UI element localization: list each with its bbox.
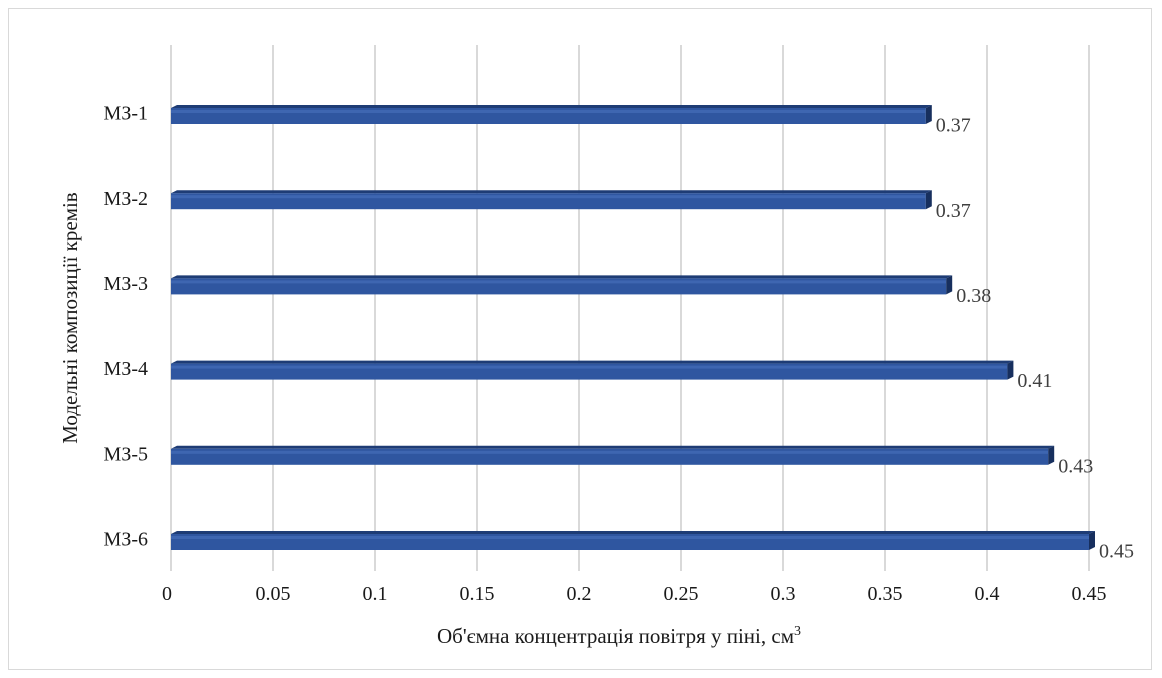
data-label-4: 0.41 [1017, 370, 1052, 392]
x-tick-label-5: 0.25 [664, 583, 699, 605]
bar-highlight [171, 450, 1049, 454]
bars [171, 105, 1095, 550]
y-axis-title: Модельні композиції кремів [58, 192, 82, 444]
category-label-5: МЗ-5 [104, 443, 148, 465]
x-axis-title: Об'ємна концентрація повітря у піні, см3 [437, 624, 801, 648]
bar-6 [171, 531, 1095, 550]
category-label-1: МЗ-1 [104, 103, 148, 125]
category-label-4: МЗ-4 [104, 358, 148, 380]
bar-side-face [946, 275, 953, 295]
bar-highlight [171, 280, 947, 284]
bar-highlight [171, 365, 1008, 369]
bar-side-face [1089, 531, 1095, 550]
x-tick-label-9: 0.45 [1072, 583, 1107, 605]
bar-1 [171, 105, 932, 124]
bar-top-face [171, 190, 932, 194]
bar-side-face [1007, 360, 1014, 380]
x-tick-label-8: 0.4 [975, 583, 1000, 605]
x-tick-label-0: 0 [162, 583, 172, 605]
x-tick-label-2: 0.1 [363, 583, 388, 605]
bar-4 [171, 360, 1014, 380]
category-label-2: МЗ-2 [104, 188, 148, 210]
bar-top-face [171, 445, 1055, 449]
x-tick-label-6: 0.3 [771, 583, 796, 605]
category-labels: МЗ-1 МЗ-2 МЗ-3 МЗ-4 МЗ-5 МЗ-6 [104, 103, 148, 551]
x-axis-title-text: Об'ємна концентрація повітря у піні, см [437, 624, 794, 648]
bar-3 [171, 275, 953, 295]
data-label-6: 0.45 [1099, 541, 1134, 563]
bar-top-face [171, 105, 932, 108]
x-tick-label-3: 0.15 [460, 583, 495, 605]
data-label-3: 0.38 [956, 285, 991, 307]
data-label-5: 0.43 [1058, 455, 1093, 477]
bar-side-face [1048, 445, 1055, 465]
category-label-6: МЗ-6 [104, 529, 148, 551]
gridlines [170, 45, 1090, 571]
bar-2 [171, 190, 932, 210]
bar-side-face [925, 190, 932, 210]
bar-highlight [171, 110, 926, 113]
data-label-2: 0.37 [936, 200, 971, 222]
x-tick-label-7: 0.35 [868, 583, 903, 605]
x-tick-labels: 0 0.05 0.1 0.15 0.2 0.25 0.3 0.35 0.4 0.45 [162, 583, 1107, 605]
data-labels: 0.37 0.37 0.38 0.41 0.43 0.45 [936, 115, 1134, 563]
bar-top-face [171, 531, 1095, 534]
data-label-1: 0.37 [936, 115, 971, 137]
bar-top-face [171, 360, 1014, 364]
bar-highlight [171, 536, 1089, 539]
x-tick-label-1: 0.05 [256, 583, 291, 605]
category-label-3: МЗ-3 [104, 273, 148, 295]
bar-side-face [925, 105, 932, 124]
x-axis-title-superscript: 3 [794, 624, 801, 639]
x-tick-label-4: 0.2 [567, 583, 592, 605]
bar-top-face [171, 275, 953, 279]
bar-highlight [171, 195, 926, 199]
bar-5 [171, 445, 1055, 465]
